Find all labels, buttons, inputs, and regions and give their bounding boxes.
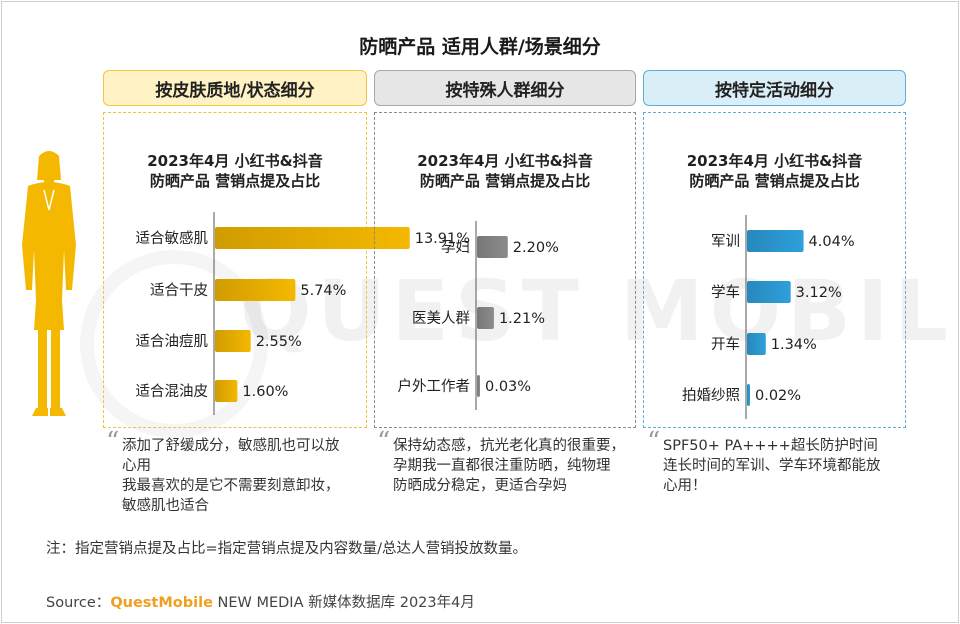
bar: [747, 384, 750, 406]
panel-title-line2: 防晒产品 营销点提及占比: [419, 172, 591, 190]
bar: [215, 380, 238, 402]
category-label: 开车: [711, 336, 740, 353]
quote-line: 敏感肌也适合: [122, 498, 209, 514]
bar: [747, 230, 804, 252]
page-title: 防晒产品 适用人群/场景细分: [359, 36, 601, 58]
source-line: Source：QuestMobile NEW MEDIA 新媒体数据库 2023…: [46, 591, 475, 612]
bar: [477, 236, 508, 258]
bar-chart-skin-type: 适合敏感肌 13.91% 适合干皮 5.74% 适合油痘肌 2.55% 适合混油皮 1.60%: [136, 212, 470, 415]
bar: [477, 375, 480, 397]
value-label: 5.74%: [300, 283, 346, 299]
value-label: 0.02%: [755, 388, 801, 404]
source-rest: NEW MEDIA 新媒体数据库 2023年4月: [212, 595, 475, 611]
category-label: 军训: [711, 233, 740, 250]
footnote: 注：指定营销点提及占比=指定营销点提及内容数量/总达人营销投放数量。: [46, 541, 528, 557]
source-prefix: Source：: [46, 595, 111, 611]
quote-mark-icon: “: [106, 427, 120, 457]
woman-silhouette-icon: [22, 151, 76, 416]
value-label: 3.12%: [796, 285, 842, 301]
quote-line: 添加了舒缓成分，敏感肌也可以放: [122, 438, 340, 454]
panel-title-line2: 防晒产品 营销点提及占比: [689, 172, 860, 190]
panel-specific-activity: 2023年4月 小红书&抖音 防晒产品 营销点提及占比 军训 4.04% 学车 3.1…: [643, 112, 906, 428]
bar: [747, 333, 766, 355]
panel-title-line1: 2023年4月 小红书&抖音: [417, 152, 593, 170]
quote-line: 我最喜欢的是它不需要刻意卸妆，: [122, 478, 340, 494]
value-label: 0.03%: [485, 379, 531, 395]
bar: [215, 330, 251, 352]
quote-line: 连长时间的军训、学车环境都能放: [663, 458, 881, 474]
header-skin-type: 按皮肤质地/状态细分: [103, 70, 367, 106]
panel-skin-type: 2023年4月 小红书&抖音 防晒产品 营销点提及占比 适合敏感肌 13.91% 适…: [103, 112, 470, 428]
value-label: 1.60%: [242, 384, 288, 400]
bar-chart-special-group: 孕妇 2.20% 医美人群 1.21% 户外工作者 0.03%: [398, 221, 559, 410]
value-label: 2.55%: [256, 334, 302, 350]
bar: [477, 307, 494, 329]
panel-title-line1: 2023年4月 小红书&抖音: [147, 152, 323, 170]
panel-title-line1: 2023年4月 小红书&抖音: [686, 152, 863, 170]
quote-mark-icon: “: [377, 427, 391, 457]
category-label: 医美人群: [412, 310, 470, 327]
category-label: 适合油痘肌: [136, 333, 209, 350]
quote-line: 心用！: [663, 478, 707, 494]
quote-line: 心用: [122, 458, 151, 474]
header-special-group: 按特殊人群细分: [374, 70, 636, 106]
value-label: 4.04%: [809, 234, 855, 250]
value-label: 1.34%: [771, 337, 817, 353]
bar: [747, 281, 791, 303]
value-label: 2.20%: [513, 240, 559, 256]
category-label: 孕妇: [441, 239, 470, 256]
quote-line: 保持幼态感，抗光老化真的很重要，: [393, 438, 625, 454]
source-brand: QuestMobile: [110, 595, 213, 611]
bar: [215, 227, 410, 249]
panel-title: 2023年4月 小红书&抖音 防晒产品 营销点提及占比: [375, 151, 635, 191]
value-label: 13.91%: [415, 231, 470, 247]
quote-line: 防晒成分稳定，更适合孕妈: [393, 478, 567, 494]
quote-mark-icon: “: [647, 427, 661, 457]
category-label: 适合干皮: [150, 282, 208, 299]
category-label: 适合混油皮: [136, 383, 209, 400]
category-label: 户外工作者: [398, 378, 471, 395]
watermark: QUEST MOBILE: [240, 262, 960, 360]
category-label: 学车: [711, 284, 740, 301]
quote-line: SPF50+ PA++++超长防护时间: [663, 438, 878, 454]
value-label: 1.21%: [499, 311, 545, 327]
quote-skin-type: “ 添加了舒缓成分，敏感肌也可以放 心用 我最喜欢的是它不需要刻意卸妆， 敏感肌…: [106, 429, 340, 516]
quote-specific-activity: “ SPF50+ PA++++超长防护时间 连长时间的军训、学车环境都能放 心用…: [647, 429, 881, 496]
category-label: 适合敏感肌: [136, 230, 209, 247]
panel-title-line2: 防晒产品 营销点提及占比: [149, 172, 321, 190]
header-specific-activity: 按特定活动细分: [643, 70, 906, 106]
quote-line: 孕期我一直都很注重防晒，纯物理: [393, 458, 611, 474]
category-label: 拍婚纱照: [682, 387, 740, 404]
panel-title: 2023年4月 小红书&抖音 防晒产品 营销点提及占比: [644, 151, 905, 191]
bar-chart-specific-activity: 军训 4.04% 学车 3.12% 开车 1.34% 拍婚纱照 0.02%: [682, 215, 855, 419]
panel-special-group: 2023年4月 小红书&抖音 防晒产品 营销点提及占比 孕妇 2.20% 医美人群 1…: [374, 112, 636, 428]
panel-title: 2023年4月 小红书&抖音 防晒产品 营销点提及占比: [104, 151, 366, 191]
bar: [215, 279, 296, 301]
quote-special-group: “ 保持幼态感，抗光老化真的很重要， 孕期我一直都很注重防晒，纯物理 防晒成分稳…: [377, 429, 625, 496]
